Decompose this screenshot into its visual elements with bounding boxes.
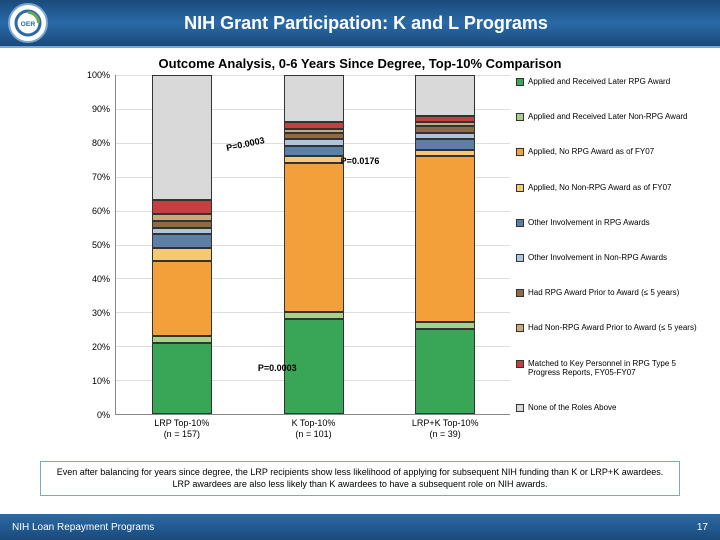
bar-segment bbox=[415, 75, 475, 116]
footer-left: NIH Loan Repayment Programs bbox=[12, 522, 154, 533]
bar-segment bbox=[415, 156, 475, 322]
y-axis: 0%10%20%30%40%50%60%70%80%90%100% bbox=[80, 75, 110, 415]
chart-area: Percent of Top-10% Awardee Cohort, 0-6 Y… bbox=[10, 75, 710, 455]
legend-label: Other Involvement in Non-RPG Awards bbox=[528, 253, 667, 263]
legend-swatch bbox=[516, 78, 524, 86]
y-tick: 70% bbox=[80, 172, 110, 182]
y-tick: 50% bbox=[80, 240, 110, 250]
page-title: NIH Grant Participation: K and L Program… bbox=[60, 13, 712, 34]
legend-label: Applied, No Non-RPG Award as of FY07 bbox=[528, 183, 671, 193]
y-tick: 60% bbox=[80, 206, 110, 216]
bar-segment bbox=[415, 126, 475, 133]
legend-swatch bbox=[516, 113, 524, 121]
bar-segment bbox=[152, 336, 212, 343]
bar-segment bbox=[152, 214, 212, 221]
oer-logo: OER bbox=[8, 3, 48, 43]
svg-text:OER: OER bbox=[21, 21, 36, 28]
bar-segment bbox=[284, 122, 344, 129]
y-tick: 30% bbox=[80, 308, 110, 318]
bar-segment bbox=[284, 139, 344, 146]
p-value-annotation: P=0.0003 bbox=[258, 363, 297, 373]
legend: Applied and Received Later RPG Award Appl… bbox=[516, 75, 706, 415]
legend-label: None of the Roles Above bbox=[528, 403, 617, 413]
bar-segment bbox=[152, 221, 212, 228]
p-value-annotation: P=0.0003 bbox=[226, 135, 266, 153]
legend-label: Other Involvement in RPG Awards bbox=[528, 218, 650, 228]
bar-segment bbox=[284, 133, 344, 140]
legend-swatch bbox=[516, 289, 524, 297]
legend-item: Other Involvement in RPG Awards bbox=[516, 218, 706, 228]
legend-swatch bbox=[516, 324, 524, 332]
bar-segment bbox=[152, 248, 212, 262]
footer-page-number: 17 bbox=[697, 522, 708, 533]
bar-segment bbox=[415, 116, 475, 123]
legend-swatch bbox=[516, 360, 524, 368]
x-axis-label: K Top-10%(n = 101) bbox=[254, 414, 374, 440]
legend-item: Matched to Key Personnel in RPG Type 5 P… bbox=[516, 359, 706, 378]
legend-swatch bbox=[516, 219, 524, 227]
y-tick: 100% bbox=[80, 70, 110, 80]
bar-segment bbox=[415, 133, 475, 140]
bar-segment bbox=[284, 156, 344, 163]
legend-label: Matched to Key Personnel in RPG Type 5 P… bbox=[528, 359, 706, 378]
y-tick: 90% bbox=[80, 104, 110, 114]
plot-area: LRP Top-10%(n = 157)K Top-10%(n = 101)LR… bbox=[115, 75, 510, 415]
y-tick: 20% bbox=[80, 342, 110, 352]
legend-swatch bbox=[516, 148, 524, 156]
legend-swatch bbox=[516, 254, 524, 262]
legend-item: Applied, No Non-RPG Award as of FY07 bbox=[516, 183, 706, 193]
bar-segment bbox=[415, 150, 475, 157]
legend-item: Other Involvement in Non-RPG Awards bbox=[516, 253, 706, 263]
legend-item: Applied, No RPG Award as of FY07 bbox=[516, 147, 706, 157]
caption-box: Even after balancing for years since deg… bbox=[40, 461, 680, 496]
bar-segment bbox=[152, 234, 212, 248]
bar-segment bbox=[152, 261, 212, 336]
legend-label: Applied, No RPG Award as of FY07 bbox=[528, 147, 654, 157]
legend-label: Had RPG Award Prior to Award (≤ 5 years) bbox=[528, 288, 679, 298]
bar-segment bbox=[284, 75, 344, 122]
bar-segment bbox=[284, 146, 344, 156]
y-tick: 80% bbox=[80, 138, 110, 148]
bar-segment bbox=[152, 75, 212, 200]
bar-segment bbox=[415, 122, 475, 125]
legend-label: Applied and Received Later Non-RPG Award bbox=[528, 112, 688, 122]
bar-segment bbox=[415, 322, 475, 329]
bar-segment bbox=[415, 329, 475, 414]
bar-group: LRP Top-10%(n = 157) bbox=[152, 75, 212, 414]
hhs-logo-icon bbox=[22, 492, 40, 510]
bar-segment bbox=[152, 200, 212, 214]
x-axis-label: LRP Top-10%(n = 157) bbox=[122, 414, 242, 440]
x-axis-label: LRP+K Top-10%(n = 39) bbox=[385, 414, 505, 440]
legend-item: Had Non-RPG Award Prior to Award (≤ 5 ye… bbox=[516, 323, 706, 333]
legend-swatch bbox=[516, 184, 524, 192]
bar-segment bbox=[284, 129, 344, 132]
legend-item: Applied and Received Later RPG Award bbox=[516, 77, 706, 87]
legend-item: Had RPG Award Prior to Award (≤ 5 years) bbox=[516, 288, 706, 298]
bar-segment bbox=[152, 228, 212, 235]
bar-segment bbox=[284, 163, 344, 312]
header-bar: OER NIH Grant Participation: K and L Pro… bbox=[0, 0, 720, 48]
legend-label: Had Non-RPG Award Prior to Award (≤ 5 ye… bbox=[528, 323, 697, 333]
bar-segment bbox=[415, 139, 475, 149]
p-value-annotation: P=0.0176 bbox=[341, 156, 380, 166]
legend-swatch bbox=[516, 404, 524, 412]
y-tick: 0% bbox=[80, 410, 110, 420]
bar-segment bbox=[152, 343, 212, 414]
legend-item: Applied and Received Later Non-RPG Award bbox=[516, 112, 706, 122]
legend-label: Applied and Received Later RPG Award bbox=[528, 77, 670, 87]
y-tick: 10% bbox=[80, 376, 110, 386]
bar-group: LRP+K Top-10%(n = 39) bbox=[415, 75, 475, 414]
bar-segment bbox=[284, 312, 344, 319]
legend-item: None of the Roles Above bbox=[516, 403, 706, 413]
y-tick: 40% bbox=[80, 274, 110, 284]
footer-bar: NIH Loan Repayment Programs 17 bbox=[0, 514, 720, 540]
